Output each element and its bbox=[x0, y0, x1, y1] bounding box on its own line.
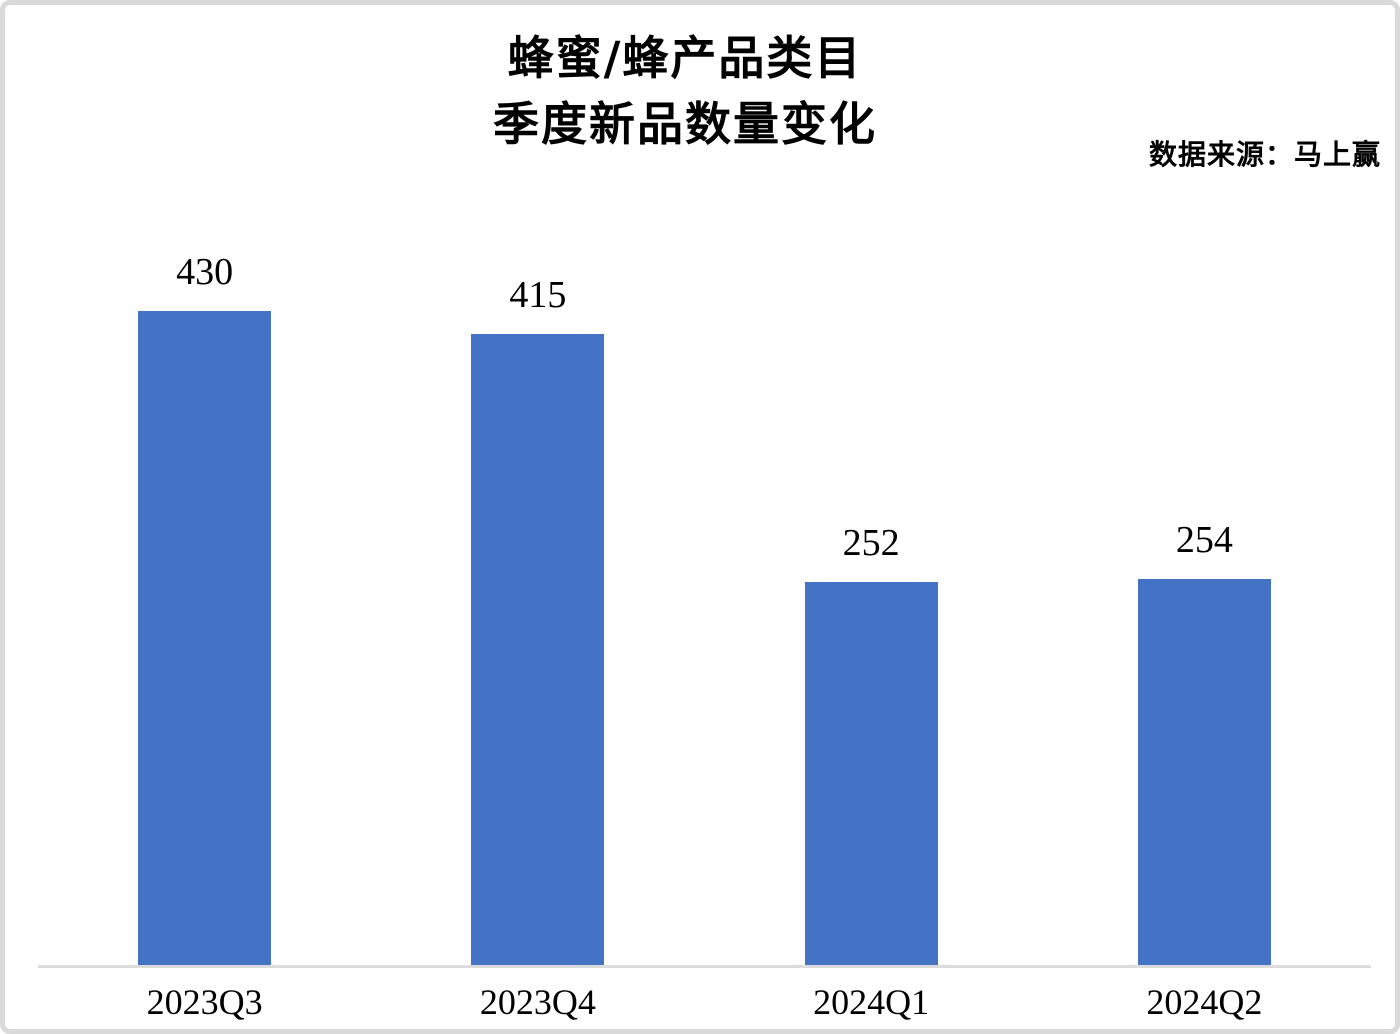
x-axis-label-2024q1: 2024Q1 bbox=[813, 982, 930, 1022]
bar-value-label: 254 bbox=[1175, 519, 1233, 561]
chart-title-line2: 季度新品数量变化 bbox=[493, 97, 877, 151]
x-axis-label-2023q4: 2023Q4 bbox=[479, 982, 596, 1022]
bar-2024q2 bbox=[1137, 579, 1271, 966]
data-source-note: 数据来源：马上赢 bbox=[1148, 138, 1381, 171]
bar-column-2024q1: 252 bbox=[705, 5, 1038, 966]
bar-2023q4 bbox=[471, 334, 605, 966]
plot-area: 430 415 252 254 bbox=[38, 5, 1371, 966]
bar-value-label: 430 bbox=[176, 251, 234, 293]
bar-2023q3 bbox=[138, 311, 272, 966]
chart-title-line1: 蜂蜜/蜂产品类目 bbox=[507, 31, 863, 85]
x-axis-labels: 2023Q3 2023Q4 2024Q1 2024Q2 bbox=[38, 982, 1371, 1022]
x-axis-label-2023q3: 2023Q3 bbox=[146, 982, 263, 1022]
x-axis-label-2024q2: 2024Q2 bbox=[1146, 982, 1263, 1022]
bar-2024q1 bbox=[804, 582, 938, 966]
bar-value-label: 415 bbox=[509, 274, 567, 316]
bar-value-label: 252 bbox=[842, 522, 900, 564]
x-axis-line bbox=[38, 965, 1371, 968]
chart-title: 蜂蜜/蜂产品类目 季度新品数量变化 bbox=[5, 25, 1365, 157]
bar-column-2023q4: 415 bbox=[371, 5, 704, 966]
bar-column-2023q3: 430 bbox=[38, 5, 371, 966]
bar-column-2024q2: 254 bbox=[1038, 5, 1371, 966]
